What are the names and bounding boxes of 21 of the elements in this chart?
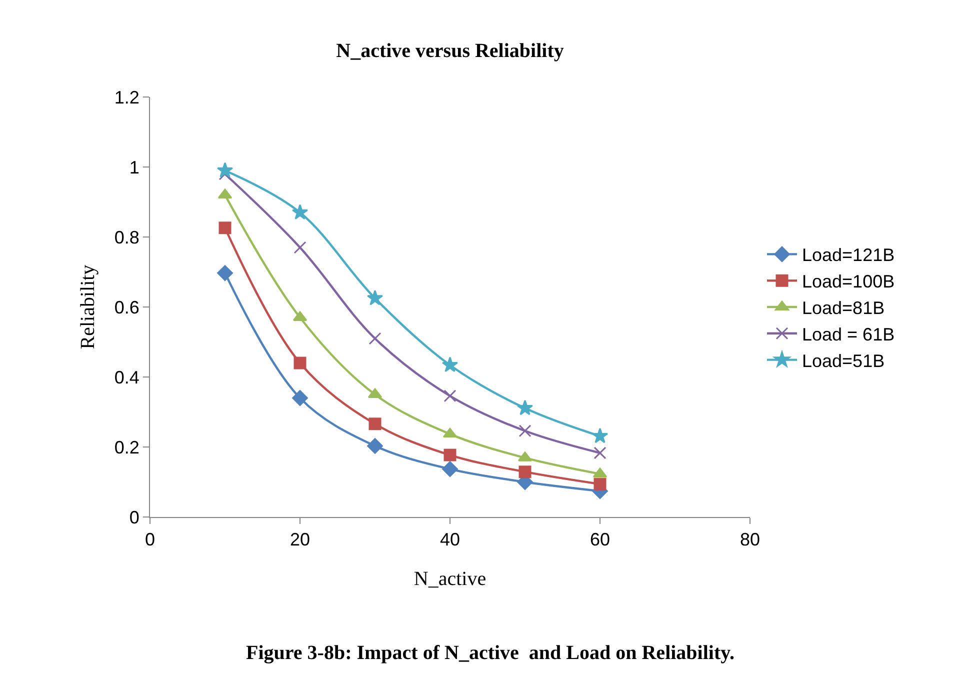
legend-label: Load=100B — [802, 272, 895, 292]
x-tick-label: 0 — [144, 530, 156, 550]
x-tick-label: 80 — [740, 530, 760, 550]
legend-label: Load=81B — [802, 298, 885, 318]
y-tick-label: 0 — [129, 507, 140, 528]
chart-title: N_active versus Reliability — [336, 40, 564, 62]
caption: Figure 3-8b: Impact of N_active and Load on Reliability. — [246, 642, 735, 664]
legend-label: Load=121B — [802, 245, 895, 266]
y-tick-label: 0.6 — [114, 297, 140, 318]
x-tick-label: 60 — [590, 530, 610, 550]
y-tick-label: 1.2 — [114, 87, 140, 108]
y-tick-label: 0.2 — [114, 437, 140, 458]
y-tick-label: 1 — [129, 157, 140, 178]
legend-label: Load = 61B — [802, 324, 895, 344]
y-axis-title: Reliability — [76, 264, 99, 350]
y-tick-label: 0.8 — [114, 227, 140, 248]
x-axis-title: N_active — [414, 568, 486, 590]
x-tick-label: 20 — [290, 530, 310, 550]
x-tick-label: 40 — [440, 530, 460, 550]
y-tick-label: 0.4 — [114, 367, 140, 388]
legend-label: Load=51B — [802, 350, 885, 371]
